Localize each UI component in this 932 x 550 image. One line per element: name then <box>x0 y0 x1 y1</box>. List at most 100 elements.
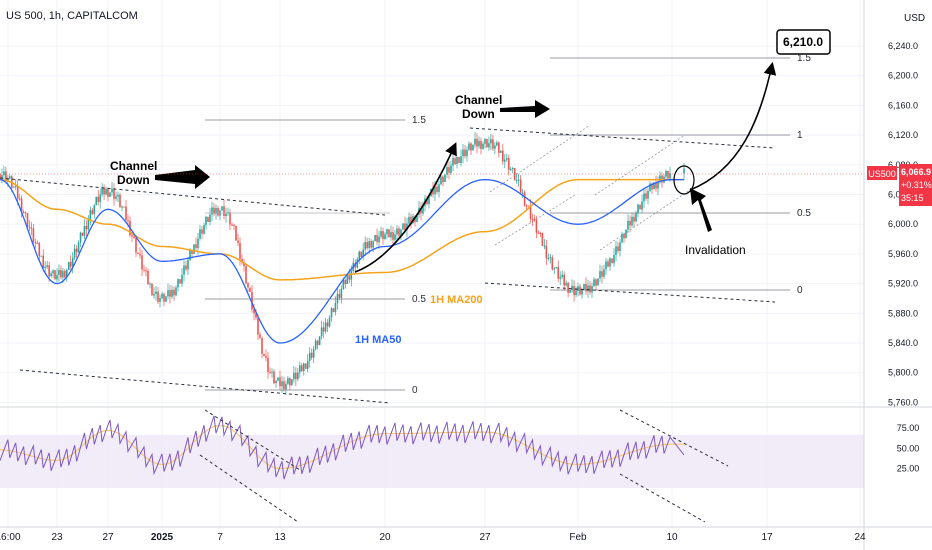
candle-body <box>119 194 121 207</box>
candle-body <box>117 194 119 197</box>
candle-body <box>559 276 561 279</box>
candle-body <box>458 156 460 164</box>
candle-body <box>67 261 70 270</box>
candle-body <box>434 186 436 195</box>
candle-body <box>406 223 408 231</box>
candle-body <box>655 182 657 189</box>
candle-body <box>607 261 609 267</box>
candle-body <box>442 176 444 183</box>
candle-body <box>583 283 585 290</box>
candle-body <box>207 216 209 222</box>
candle-body <box>38 243 41 257</box>
candle-body <box>69 261 72 267</box>
candle-body <box>328 317 331 327</box>
candle-body <box>109 192 111 197</box>
candle-body <box>322 327 325 332</box>
candle-body <box>490 139 492 144</box>
candle-body <box>66 269 68 278</box>
candle-body <box>235 225 237 241</box>
candle-body <box>631 216 633 226</box>
candle-body <box>95 196 98 206</box>
candle-body <box>5 171 7 182</box>
candle-body <box>551 257 554 270</box>
candle-body <box>89 210 92 220</box>
candle-body <box>177 279 179 288</box>
candle-body <box>201 229 203 234</box>
candle-body <box>382 231 384 240</box>
candle-body <box>543 245 546 247</box>
candle-body <box>476 138 478 147</box>
candle-body <box>539 232 542 234</box>
price-tick-label: 5,800.0 <box>888 368 918 378</box>
candle-body <box>18 198 21 200</box>
candle-body <box>629 220 631 226</box>
candle-body <box>231 224 233 226</box>
candle-body <box>318 336 321 346</box>
candle-body <box>125 206 127 221</box>
candle-body <box>251 291 253 310</box>
candle-body <box>52 270 54 274</box>
candle-body <box>143 269 145 271</box>
candle-body <box>233 224 235 226</box>
target-label: 6,210.0 <box>783 35 823 49</box>
candle-body <box>529 205 532 220</box>
candle-body <box>105 188 107 195</box>
candle-body <box>617 246 619 252</box>
candle-body <box>293 372 295 380</box>
candle-body <box>332 308 335 313</box>
drawings <box>0 57 790 523</box>
candle-body <box>302 363 305 371</box>
candle-body <box>619 242 621 252</box>
candle-body <box>488 143 490 148</box>
candle-body <box>356 259 359 268</box>
candle-body <box>46 265 48 267</box>
candle-body <box>625 229 627 239</box>
candle-body <box>519 179 522 193</box>
candle-body <box>211 207 213 215</box>
candle-body <box>563 274 565 286</box>
candle-body <box>167 290 169 297</box>
candle-body <box>310 352 313 358</box>
candle-body <box>165 296 167 302</box>
time-tick-label: 27 <box>479 532 491 543</box>
candle-body <box>147 270 149 284</box>
rsi-trend-2-upper <box>619 409 729 467</box>
candle-body <box>20 198 23 212</box>
price-tag-value: 6,066.9 <box>901 167 931 177</box>
candle-body <box>639 204 641 210</box>
candle-body <box>173 289 175 296</box>
candle-body <box>223 206 225 217</box>
candle-body <box>533 219 536 221</box>
candle-body <box>263 353 265 357</box>
candle-body <box>191 250 193 254</box>
candle-body <box>265 356 267 358</box>
rsi-line <box>0 415 685 480</box>
candle-body <box>195 244 197 248</box>
candle-body <box>360 251 363 257</box>
rsi-tick-label: 25.00 <box>897 464 920 474</box>
candle-body <box>647 191 649 199</box>
candle-body <box>91 210 94 214</box>
candle-body <box>446 167 448 175</box>
candle-body <box>306 360 309 369</box>
candle-body <box>71 257 74 267</box>
candle-body <box>450 165 452 173</box>
candle-body <box>281 381 283 387</box>
candle-body <box>189 250 191 260</box>
fib-right-1-5-label: 1.5 <box>797 53 811 64</box>
candle-body <box>615 246 617 255</box>
candle-body <box>249 287 251 292</box>
ma50-label: 1H MA50 <box>355 334 401 346</box>
invalidation-circle <box>673 165 695 195</box>
candle-body <box>187 259 189 270</box>
moving-averages <box>0 178 685 344</box>
candle-body <box>468 143 470 150</box>
candle-body <box>613 254 615 264</box>
candle-body <box>426 198 428 205</box>
time-tick-label: Feb <box>569 532 587 543</box>
fib-right-0-label: 0 <box>797 285 803 296</box>
candle-body <box>460 156 462 164</box>
candle-body <box>326 322 329 327</box>
candle-body <box>402 223 404 230</box>
